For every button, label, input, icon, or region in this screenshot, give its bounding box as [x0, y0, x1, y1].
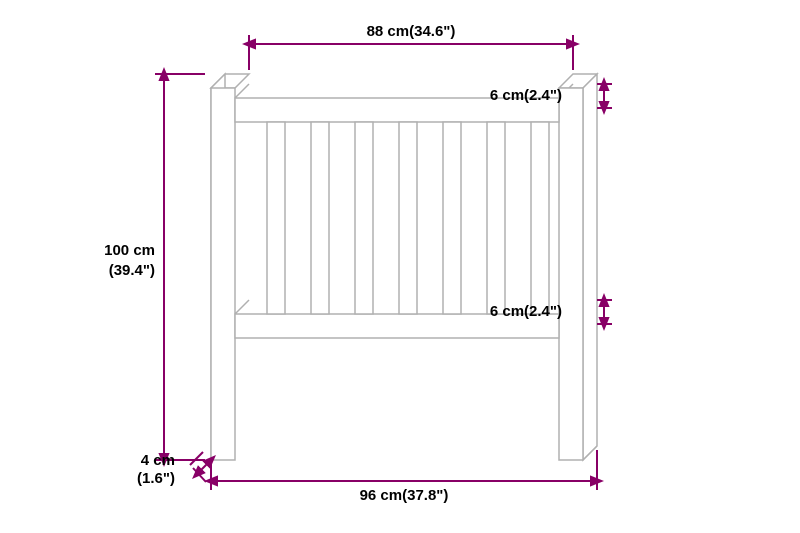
label-bottom: 96 cm(37.8"): [360, 487, 449, 504]
left-post: [211, 88, 235, 460]
dimension-diagram: 88 cm(34.6") 100 cm (39.4") 96 cm(37.8")…: [0, 0, 800, 533]
label-depth-l1: 4 cm: [141, 452, 175, 469]
label-rail-bottom: 6 cm(2.4"): [490, 303, 562, 320]
label-left-l1: 100 cm: [104, 242, 155, 259]
dim-rail-top: [597, 84, 612, 108]
label-rail-top: 6 cm(2.4"): [490, 87, 562, 104]
label-left-l2: (39.4"): [109, 262, 155, 279]
dim-rail-bottom: [597, 300, 612, 324]
slats: [267, 122, 549, 314]
dim-bottom: [211, 450, 597, 490]
right-post: [559, 88, 583, 460]
dim-top: [249, 35, 573, 70]
dim-left: [155, 74, 205, 460]
label-top: 88 cm(34.6"): [367, 23, 456, 40]
dim-depth: [190, 452, 211, 482]
product-outline: [211, 74, 597, 460]
label-depth-l2: (1.6"): [137, 470, 175, 487]
